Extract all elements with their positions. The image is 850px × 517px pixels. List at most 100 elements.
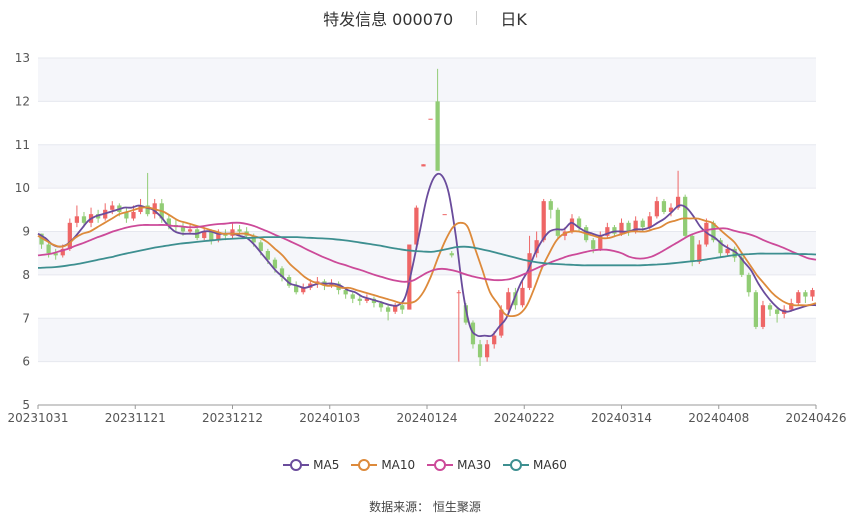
candle-body	[350, 294, 355, 299]
candle	[294, 281, 299, 295]
legend-label: MA60	[533, 458, 567, 472]
candle-body	[732, 248, 737, 258]
y-tick-label: 9	[22, 225, 30, 239]
candle	[301, 283, 306, 295]
y-tick-label: 10	[15, 181, 30, 195]
candle-body	[555, 209, 560, 236]
source-label: 数据来源：	[369, 500, 430, 514]
axes-layer: 5 6 7 8 9 10 11 12 13 20231031 20231121 20231212 202…	[7, 51, 846, 425]
candle	[654, 196, 659, 219]
x-tick-label: 20240408	[688, 411, 749, 425]
candle-body	[230, 229, 235, 236]
candle-body	[739, 257, 744, 275]
y-tick-label: 11	[15, 138, 30, 152]
legend-item-ma10[interactable]: MA10	[351, 458, 415, 472]
candle	[619, 218, 624, 236]
candle	[421, 164, 426, 167]
candle	[576, 216, 582, 232]
legend-item-ma30[interactable]: MA30	[427, 458, 491, 472]
candle-body	[378, 303, 384, 308]
candle	[103, 203, 108, 221]
candle	[279, 266, 285, 282]
candle	[803, 290, 808, 304]
candle	[683, 194, 688, 239]
ma-lines-layer	[37, 172, 817, 338]
candle-body	[364, 298, 370, 301]
legend-item-ma60[interactable]: MA60	[503, 458, 567, 472]
candle-body	[647, 216, 652, 228]
plot-band	[38, 58, 816, 102]
candle-body	[513, 292, 518, 306]
line-ma10	[37, 206, 817, 318]
candle-body	[492, 335, 497, 345]
x-tick-label: 20240124	[396, 411, 457, 425]
legend-dot	[510, 459, 523, 471]
candle-body	[393, 305, 398, 312]
y-tick-label: 7	[22, 311, 30, 325]
candle-body	[541, 201, 546, 241]
legend-marker	[503, 459, 530, 471]
candle-body	[180, 227, 186, 232]
x-tick-label: 20231121	[105, 411, 166, 425]
candle-body	[216, 233, 221, 241]
candle-body	[675, 196, 681, 208]
candle-body	[272, 259, 278, 269]
line-ma60	[37, 236, 817, 269]
candle	[541, 198, 546, 243]
legend-dot	[434, 459, 447, 471]
candle-body	[449, 253, 454, 256]
candle	[796, 290, 801, 306]
candle	[626, 220, 631, 236]
candle	[449, 251, 454, 258]
candle-body	[619, 222, 624, 234]
candle-body	[279, 268, 285, 278]
candle	[725, 244, 730, 256]
candle-body	[131, 211, 136, 219]
candle-body	[67, 222, 72, 249]
legend-dot	[358, 459, 371, 471]
candle-body	[767, 305, 773, 310]
candle-body	[414, 207, 419, 245]
title-separator	[476, 11, 478, 25]
chart-header: 特发信息 000070 日K	[0, 6, 850, 29]
legend-item-ma5[interactable]: MA5	[283, 458, 339, 472]
legend-marker	[427, 459, 454, 471]
candle	[477, 339, 483, 366]
candle-body	[661, 201, 667, 212]
candle-body	[753, 292, 759, 327]
chart-title: 特发信息 000070	[323, 10, 454, 29]
candle-body	[484, 344, 490, 358]
candle-body	[74, 216, 80, 223]
candle-body	[301, 287, 306, 293]
candle	[548, 198, 553, 219]
candle	[513, 287, 518, 310]
legend-marker	[351, 459, 378, 471]
candle-body	[746, 274, 751, 293]
candle-body	[711, 222, 716, 241]
candle	[350, 292, 355, 304]
candle-body	[612, 227, 617, 234]
candle-body	[456, 292, 461, 294]
candle-body	[668, 207, 674, 212]
candle	[506, 287, 511, 314]
candle	[484, 339, 490, 362]
y-tick-label: 5	[22, 398, 30, 412]
candle	[407, 244, 412, 310]
candle	[598, 231, 603, 252]
candle-body	[534, 240, 539, 254]
candle-body	[697, 244, 702, 262]
candle	[569, 214, 575, 234]
x-tick-label: 20240426	[785, 411, 846, 425]
candle-body	[39, 233, 44, 245]
candle-body	[803, 292, 808, 297]
candle-body	[774, 309, 780, 314]
candle-body	[407, 244, 412, 310]
candle-body	[605, 227, 610, 236]
legend-dot	[290, 459, 303, 471]
candle	[760, 300, 766, 330]
candle	[668, 203, 674, 217]
candle	[145, 172, 150, 217]
legend-label: MA30	[457, 458, 492, 472]
candle	[746, 272, 751, 297]
